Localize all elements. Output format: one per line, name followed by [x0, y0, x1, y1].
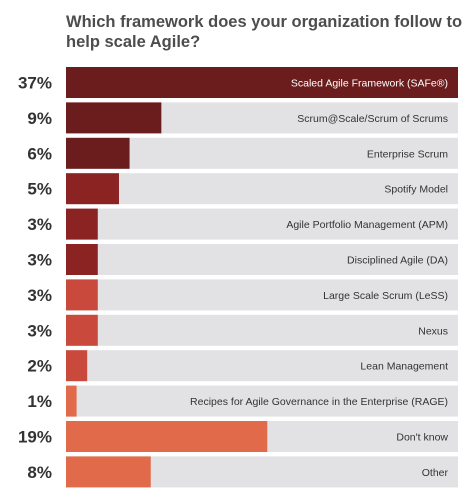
bar-track: [66, 385, 458, 417]
bar: [66, 421, 268, 452]
bar-track: [66, 208, 458, 240]
bar-track: [66, 173, 458, 205]
bar: [66, 385, 77, 417]
value-label: 2%: [27, 357, 52, 376]
category-label: Recipes for Agile Governance in the Ente…: [190, 396, 448, 408]
bar-track: [66, 279, 458, 311]
value-label: 6%: [27, 144, 52, 163]
value-label: 3%: [27, 215, 52, 234]
value-label: 5%: [27, 180, 52, 199]
bar: [66, 314, 98, 346]
chart-title: Which framework does your organization f…: [66, 13, 463, 51]
bar: [66, 67, 458, 98]
value-label: 3%: [27, 286, 52, 305]
value-label: 9%: [27, 109, 52, 128]
bar-track: [66, 244, 458, 275]
value-label: 37%: [18, 74, 52, 93]
category-label: Nexus: [418, 325, 448, 337]
category-label: Large Scale Scrum (LeSS): [323, 290, 448, 302]
value-label: 19%: [18, 428, 52, 447]
value-label: 1%: [27, 392, 52, 411]
bar-track: [66, 350, 458, 382]
bar: [66, 279, 98, 311]
bar: [66, 102, 162, 134]
category-label: Scaled Agile Framework (SAFe®): [291, 78, 448, 90]
category-label: Disciplined Agile (DA): [347, 255, 448, 267]
category-label: Don't know: [396, 432, 448, 444]
bar: [66, 244, 98, 275]
bar-track: [66, 137, 458, 169]
bar: [66, 173, 119, 205]
category-label: Enterprise Scrum: [367, 148, 448, 160]
bar: [66, 208, 98, 240]
bar: [66, 137, 130, 169]
category-label: Spotify Model: [384, 184, 448, 196]
bar: [66, 350, 88, 382]
value-label: 3%: [27, 251, 52, 270]
category-label: Lean Management: [360, 361, 448, 373]
value-label: 8%: [27, 463, 52, 482]
bar-track: [66, 314, 458, 346]
category-label: Other: [422, 467, 449, 479]
value-label: 3%: [27, 321, 52, 340]
category-label: Scrum@Scale/Scrum of Scrums: [297, 113, 448, 125]
bar: [66, 456, 151, 488]
category-label: Agile Portfolio Management (APM): [286, 219, 448, 231]
